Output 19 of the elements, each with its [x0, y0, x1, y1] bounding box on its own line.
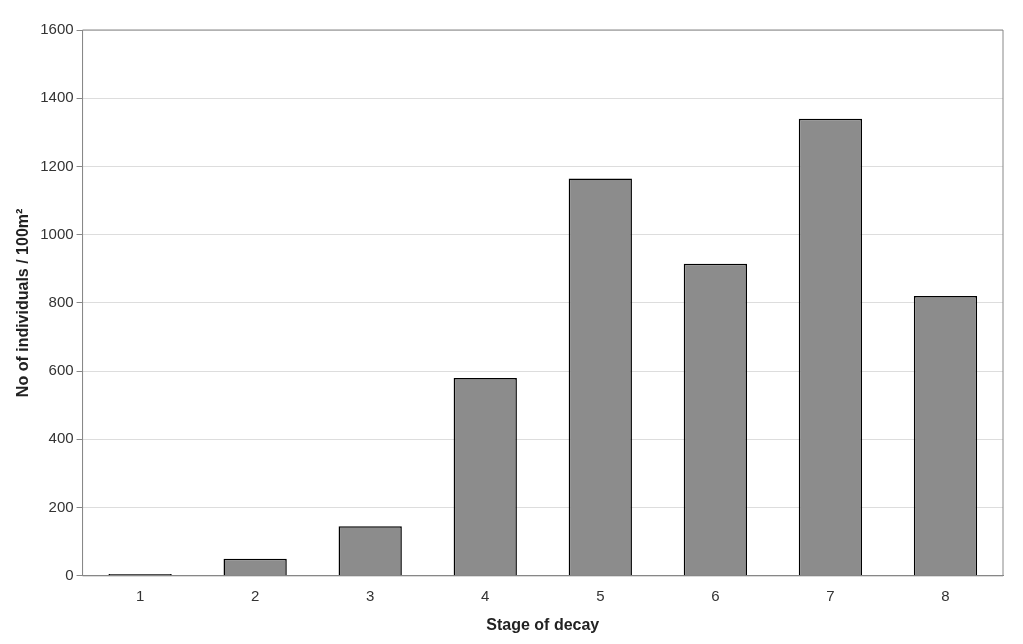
y-tick-label: 200 [48, 497, 74, 515]
x-axis-title: Stage of decay [486, 615, 600, 633]
x-tick-label: 1 [135, 586, 145, 604]
x-tick-label: 5 [596, 586, 605, 604]
y-tick-label: 800 [48, 293, 74, 311]
y-tick-label: 1600 [40, 20, 74, 38]
y-tick-label: 400 [48, 429, 74, 447]
x-tick-label: 4 [481, 586, 490, 604]
x-tick-label: 3 [366, 586, 375, 604]
y-tick-label: 1400 [40, 88, 74, 106]
y-tick-label: 0 [65, 565, 74, 583]
x-tick-label: 6 [711, 586, 720, 604]
x-tick-label: 7 [826, 586, 835, 604]
x-tick-label: 2 [250, 586, 260, 604]
y-axis-title: No of individuals / 100m² [14, 208, 32, 398]
y-tick-label: 600 [48, 361, 74, 379]
y-tick-label: 1000 [40, 224, 74, 242]
y-tick-label: 1200 [40, 156, 74, 174]
x-tick-label: 8 [941, 586, 950, 604]
